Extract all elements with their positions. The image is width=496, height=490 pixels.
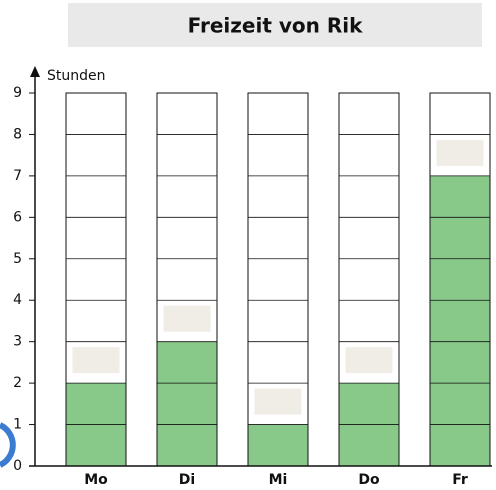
- x-tick-label: Do: [358, 472, 380, 488]
- y-tick-label: 7: [13, 168, 22, 184]
- x-tick-label: Fr: [452, 472, 468, 488]
- x-tick-label: Mo: [84, 472, 108, 488]
- chart-title: Freizeit von Rik: [188, 14, 363, 38]
- answer-box: [254, 388, 302, 415]
- answer-box: [436, 139, 484, 166]
- y-tick-label: 4: [13, 292, 22, 308]
- y-tick-label: 6: [13, 209, 22, 225]
- y-tick-label: 9: [13, 85, 22, 101]
- bar: [430, 175, 490, 466]
- x-tick-label: Mi: [269, 472, 288, 488]
- y-tick-label: 3: [13, 334, 22, 350]
- y-tick-label: 2: [13, 375, 22, 391]
- answer-box: [345, 347, 393, 374]
- y-tick-label: 0: [13, 458, 22, 474]
- bar: [248, 424, 308, 466]
- y-axis-arrow: [30, 66, 40, 77]
- y-tick-label: 8: [13, 126, 22, 142]
- y-tick-label: 5: [13, 251, 22, 267]
- bar: [157, 341, 217, 466]
- y-axis-label: Stunden: [47, 68, 106, 84]
- x-tick-label: Di: [179, 472, 195, 488]
- answer-box: [72, 347, 120, 374]
- answer-box: [163, 305, 211, 332]
- title-box: [68, 3, 482, 47]
- y-tick-label: 1: [13, 417, 22, 433]
- decoration: [0, 422, 16, 468]
